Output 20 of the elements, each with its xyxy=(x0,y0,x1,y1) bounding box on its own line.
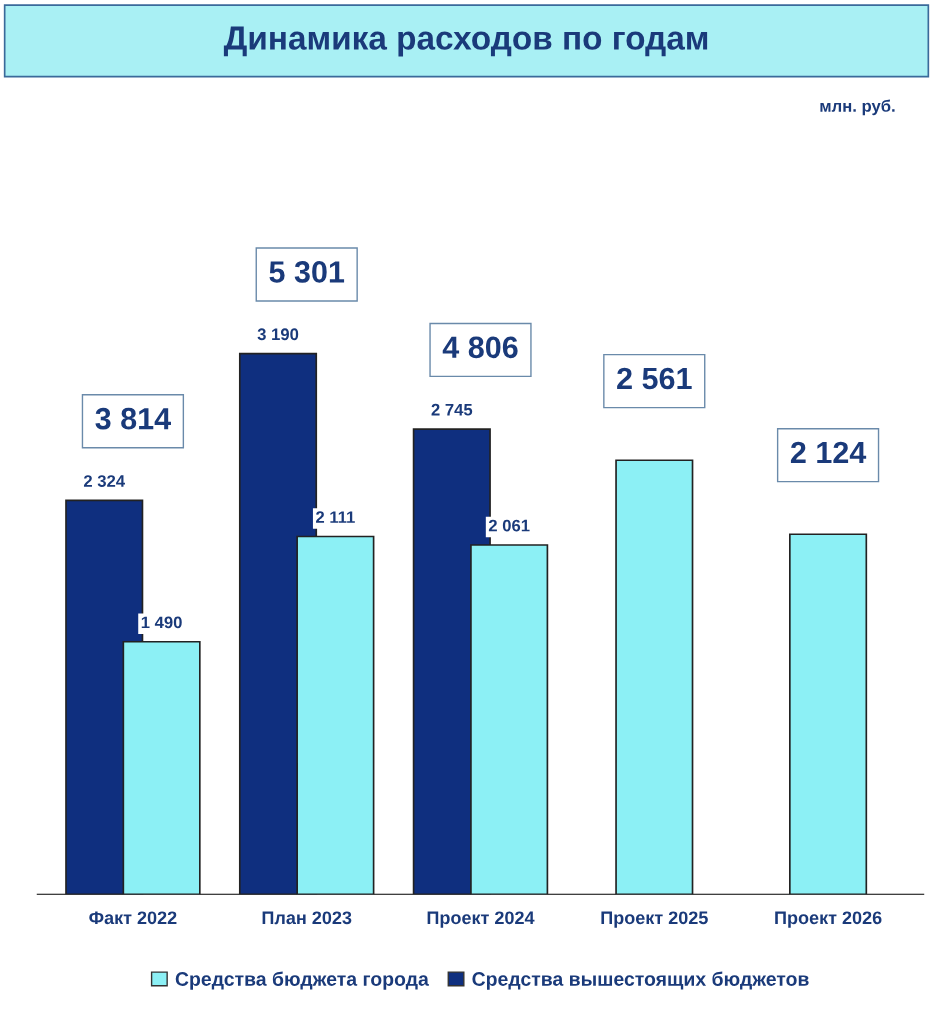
total-label: 5 301 xyxy=(269,261,345,283)
data-label: 1 490 xyxy=(141,616,182,629)
total-label: 4 806 xyxy=(442,336,518,359)
text: млн. руб. xyxy=(820,99,895,116)
data-label: 2 111 xyxy=(316,511,355,523)
total-label: 2 561 xyxy=(617,367,692,390)
legend-label: Средства вышестоящих бюджетов xyxy=(472,971,809,990)
total-label: 3 814 xyxy=(95,407,171,430)
x-tick-label: Проект 2024 xyxy=(427,911,535,928)
legend-label: Средства бюджета города xyxy=(175,971,429,990)
x-tick-label: Проект 2026 xyxy=(775,911,882,928)
x-tick-label: Факт 2022 xyxy=(89,911,177,925)
data-label: 2 324 xyxy=(83,475,125,487)
total-label: 2 124 xyxy=(790,441,867,464)
chart-title: Динамика расходов по годам xyxy=(223,26,708,57)
data-label: 3 190 xyxy=(257,328,299,341)
data-label: 2 061 xyxy=(488,519,530,532)
x-tick-label: План 2023 xyxy=(262,911,352,925)
data-label: 2 745 xyxy=(431,403,473,416)
x-tick-label: Проект 2025 xyxy=(601,911,708,928)
